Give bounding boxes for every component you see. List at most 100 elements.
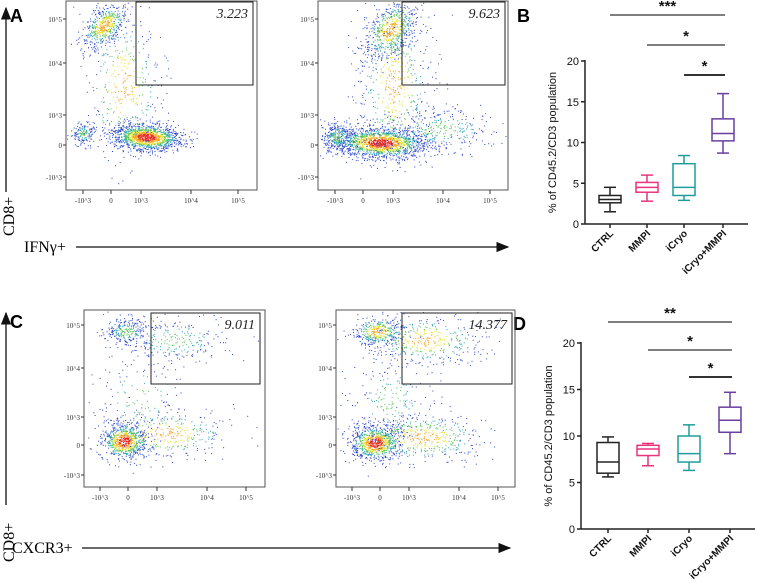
flow-event — [142, 81, 144, 83]
flow-event — [357, 152, 359, 154]
flow-event — [170, 125, 172, 127]
flow-event — [159, 135, 161, 137]
flow-event — [362, 62, 364, 63]
flow-event — [396, 14, 398, 16]
flow-event — [112, 15, 114, 17]
flow-event — [366, 61, 368, 63]
flow-event — [96, 35, 98, 37]
flow-event — [399, 139, 401, 140]
flow-event — [379, 137, 381, 138]
flow-event — [400, 136, 402, 138]
flow-event — [126, 116, 128, 118]
flow-event — [404, 144, 406, 146]
flow-event — [85, 130, 87, 132]
flow-event — [387, 148, 389, 150]
flow-event — [372, 66, 374, 68]
flow-event — [354, 85, 356, 87]
flow-event — [168, 134, 170, 136]
flow-event — [120, 145, 122, 147]
flow-event — [136, 134, 138, 136]
flow-event — [163, 132, 165, 134]
flow-event — [385, 11, 387, 13]
flow-event — [366, 148, 368, 149]
flow-event — [417, 138, 419, 140]
flow-event — [378, 140, 380, 142]
flow-event — [118, 138, 120, 140]
flow-event — [134, 130, 136, 132]
flow-event — [97, 10, 99, 12]
flow-event — [155, 131, 157, 133]
flow-event — [381, 138, 383, 140]
flow-event — [380, 143, 382, 145]
flow-event — [167, 135, 169, 137]
flow-event — [153, 139, 155, 141]
flow-event — [352, 142, 354, 144]
flow-event — [400, 45, 402, 47]
flow-event — [133, 55, 134, 57]
flow-event — [363, 138, 365, 140]
flow-event — [124, 139, 125, 140]
flow-event — [435, 148, 437, 150]
flow-event — [110, 17, 112, 19]
flow-event — [389, 87, 391, 89]
flow-event — [358, 48, 359, 50]
flow-event — [150, 37, 151, 39]
flow-event — [360, 141, 362, 143]
flow-event — [323, 137, 325, 139]
flow-event — [372, 147, 373, 149]
flow-event — [400, 39, 402, 40]
flow-event — [402, 131, 404, 133]
flow-event — [96, 26, 98, 28]
flow-event — [156, 142, 158, 144]
flow-event — [172, 135, 174, 136]
flow-event — [177, 149, 179, 151]
flow-event — [157, 120, 159, 122]
flow-event — [386, 147, 388, 149]
flow-event — [122, 128, 124, 130]
flow-event — [361, 45, 362, 47]
flow-event — [158, 144, 159, 146]
flow-event — [362, 141, 364, 143]
flow-event — [346, 133, 348, 135]
flow-event — [351, 141, 353, 143]
flow-event — [408, 139, 410, 141]
flow-event — [389, 38, 391, 40]
flow-event — [394, 42, 396, 44]
flow-event — [77, 125, 78, 127]
flow-event — [152, 132, 153, 133]
flow-event — [94, 22, 96, 24]
flow-event — [138, 131, 140, 133]
flow-event — [446, 147, 448, 149]
flow-event — [147, 135, 149, 137]
flow-event — [422, 9, 424, 11]
flow-event — [73, 6, 75, 8]
flow-event — [397, 49, 399, 51]
flow-event — [328, 140, 330, 142]
flow-event — [394, 25, 396, 27]
flow-event — [386, 152, 388, 154]
flow-event — [415, 149, 417, 151]
flow-event — [77, 130, 79, 132]
flow-event — [101, 29, 103, 30]
flow-event — [99, 39, 101, 41]
flow-event — [370, 140, 372, 141]
flow-event — [128, 136, 130, 138]
flow-event — [174, 133, 176, 135]
flow-event — [379, 129, 381, 131]
flow-event — [391, 25, 393, 27]
flow-event — [396, 25, 398, 27]
flow-event — [110, 29, 111, 31]
flow-event — [381, 145, 383, 146]
flow-event — [345, 143, 346, 145]
flow-event — [397, 142, 399, 144]
flow-event — [135, 142, 137, 144]
flow-event — [124, 14, 126, 16]
flow-event — [392, 38, 394, 40]
flow-event — [104, 34, 106, 36]
flow-event — [374, 143, 376, 145]
flow-event — [387, 28, 389, 29]
flow-event — [398, 33, 400, 35]
flow-event — [101, 31, 103, 33]
flow-event — [118, 99, 120, 101]
flow-event — [386, 156, 388, 158]
